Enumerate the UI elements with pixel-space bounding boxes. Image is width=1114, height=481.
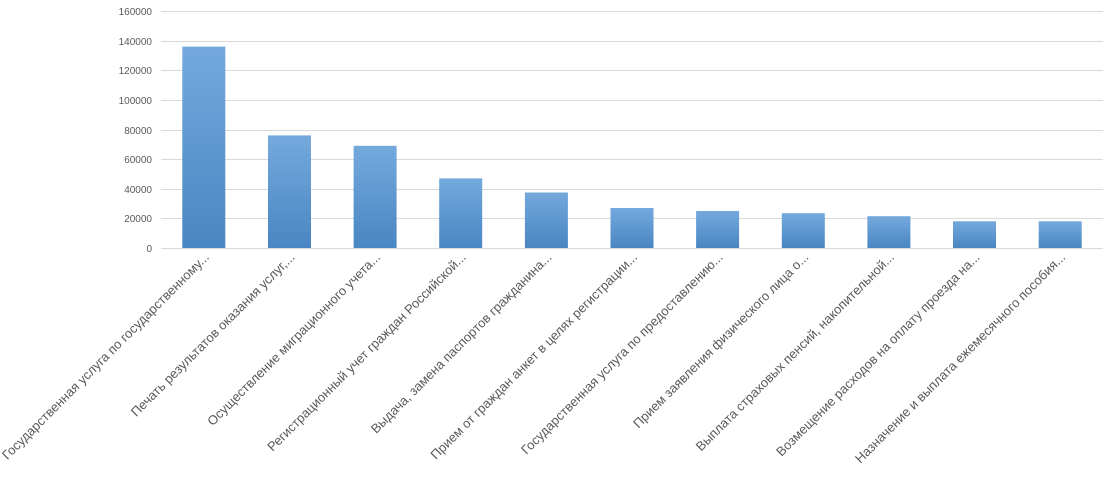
- x-tick-label: Выдача, замена паспортов гражданина...: [368, 250, 555, 437]
- x-tick-label: Регистрационный учет граждан Российской.…: [264, 250, 469, 455]
- x-tick-label: Выплата страховых пенсий, накопительной.…: [693, 250, 897, 454]
- y-tick-label: 20000: [124, 214, 152, 225]
- x-tick-label: Государственная услуга по предоставлению…: [518, 250, 726, 458]
- bar: [182, 46, 226, 248]
- bar: [1038, 221, 1082, 248]
- y-tick-label: 100000: [119, 96, 153, 107]
- bar: [781, 213, 825, 248]
- y-tick-label: 160000: [119, 7, 153, 18]
- y-tick-label: 0: [146, 244, 152, 255]
- x-tick-label: Возмещение расходов на оплату проезда на…: [773, 250, 983, 460]
- bar: [439, 178, 483, 248]
- y-axis-tick-labels: 0 20000 40000 60000 80000 100000 120000 140000 1…: [119, 7, 153, 255]
- x-tick-label: Печать результатов оказания услуг,...: [128, 250, 298, 420]
- x-axis-tick-labels: Государственная услуга по государственно…: [0, 250, 1068, 466]
- bar: [524, 192, 568, 248]
- x-tick-label: Прием заявления физического лица о...: [630, 250, 811, 431]
- y-tick-label: 60000: [124, 155, 152, 166]
- bar: [610, 208, 654, 248]
- bar: [953, 221, 996, 248]
- y-tick-label: 140000: [119, 37, 153, 48]
- x-tick-label: Осуществление миграционного учета...: [204, 250, 383, 429]
- bar: [353, 145, 397, 248]
- gridlines: [161, 11, 1103, 249]
- bar: [867, 216, 911, 248]
- bar: [696, 211, 740, 248]
- y-tick-label: 80000: [124, 126, 152, 137]
- y-tick-label: 40000: [124, 185, 152, 196]
- bar: [268, 135, 311, 248]
- y-tick-label: 120000: [119, 66, 153, 77]
- bars: [182, 46, 1082, 248]
